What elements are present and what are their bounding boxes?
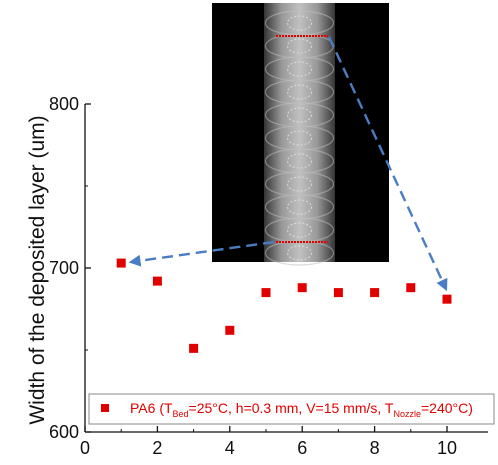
- inset-bump: [264, 194, 335, 220]
- data-point: [116, 258, 126, 268]
- inset-core: [287, 176, 312, 192]
- inset-bump: [264, 240, 335, 266]
- inset-micrograph: [212, 3, 389, 266]
- data-point: [152, 276, 162, 286]
- y-axis: 600 700 800: [49, 94, 91, 442]
- inset-core: [287, 15, 312, 31]
- inset-bump: [264, 79, 335, 105]
- data-point: [370, 288, 380, 298]
- y-tick-label-800: 800: [49, 94, 79, 114]
- inset-bump: [264, 171, 335, 197]
- inset-core: [287, 107, 312, 123]
- legend-prefix: PA6 (T: [130, 400, 173, 416]
- legend-mid: =25°C, h=0.3 mm, V=15 mm/s, T: [189, 400, 394, 416]
- inset-core: [287, 130, 312, 146]
- y-tick-label-600: 600: [49, 422, 79, 442]
- inset-bump: [264, 125, 335, 151]
- inset-bump: [264, 102, 335, 128]
- series-pa6: [116, 258, 452, 353]
- inset-arrows: [128, 36, 448, 292]
- y-axis-title: Width of the deposited layer (um): [26, 115, 49, 424]
- inset-core: [287, 38, 312, 54]
- arrow-to-last-point: [327, 36, 448, 292]
- data-point: [297, 283, 307, 293]
- legend-sub-nozzle: Nozzle: [393, 409, 421, 419]
- x-tick-label-10: 10: [437, 438, 457, 458]
- inset-bump: [264, 10, 335, 36]
- inset-core: [287, 199, 312, 215]
- inset-core: [287, 84, 312, 100]
- data-point: [442, 294, 452, 304]
- data-point: [261, 288, 271, 298]
- y-tick-label-700: 700: [49, 258, 79, 278]
- x-tick-label-8: 8: [370, 438, 380, 458]
- inset-core: [287, 153, 312, 169]
- legend-label: PA6 (TBed=25°C, h=0.3 mm, V=15 mm/s, TNo…: [130, 400, 473, 419]
- inset-layer-bumps: [264, 10, 335, 266]
- legend: PA6 (TBed=25°C, h=0.3 mm, V=15 mm/s, TNo…: [88, 393, 495, 425]
- data-point: [406, 283, 416, 293]
- data-point: [189, 343, 199, 353]
- inset-core: [287, 245, 312, 261]
- inset-bump: [264, 56, 335, 82]
- inset-bump: [264, 217, 335, 243]
- legend-suffix: =240°C): [421, 400, 473, 416]
- legend-box: [88, 393, 495, 425]
- legend-sub-bed: Bed: [173, 409, 189, 419]
- x-tick-label-0: 0: [80, 438, 90, 458]
- data-point: [333, 288, 343, 298]
- x-tick-label-6: 6: [297, 438, 307, 458]
- x-tick-label-4: 4: [225, 438, 235, 458]
- inset-core: [287, 222, 312, 238]
- inset-core: [287, 61, 312, 77]
- data-point: [225, 325, 235, 335]
- legend-marker: [101, 404, 109, 412]
- x-axis: 0 2 4 6 8 10: [80, 426, 488, 458]
- x-tick-label-2: 2: [152, 438, 162, 458]
- inset-bump: [264, 148, 335, 174]
- arrow-to-first-point: [128, 240, 275, 267]
